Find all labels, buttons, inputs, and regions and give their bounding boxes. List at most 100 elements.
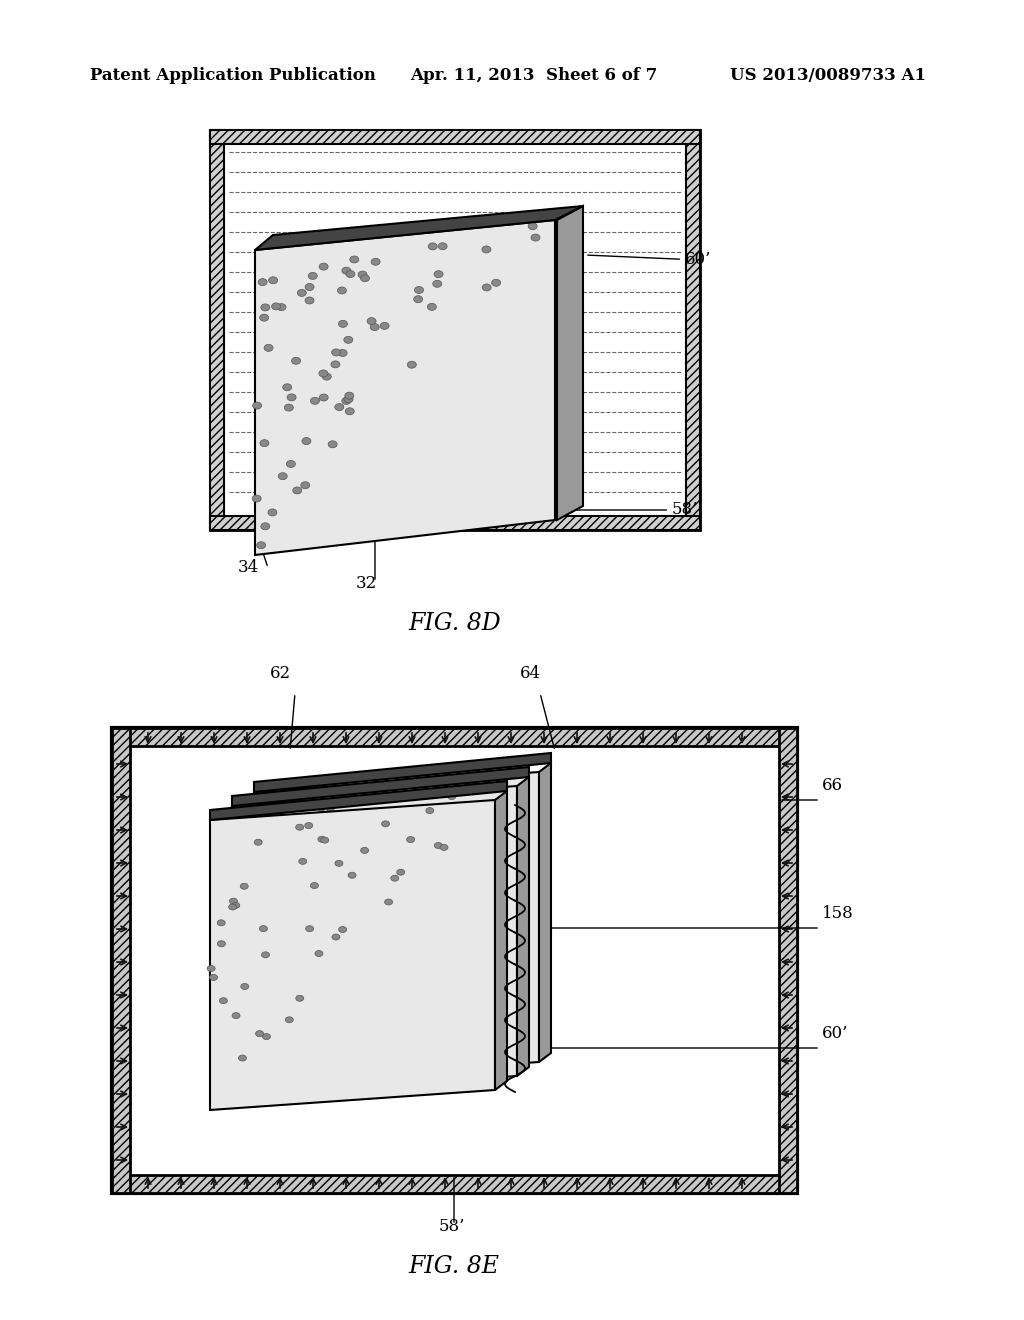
Polygon shape: [232, 767, 529, 807]
Ellipse shape: [457, 829, 464, 834]
Ellipse shape: [287, 393, 296, 401]
Ellipse shape: [433, 280, 441, 288]
Ellipse shape: [339, 927, 347, 932]
Ellipse shape: [262, 870, 270, 875]
Bar: [779, 729, 797, 1193]
Ellipse shape: [354, 920, 361, 927]
Ellipse shape: [261, 523, 269, 529]
Ellipse shape: [307, 1003, 315, 1008]
Bar: [112, 729, 130, 1193]
Ellipse shape: [242, 983, 250, 990]
Ellipse shape: [383, 833, 390, 840]
Ellipse shape: [229, 898, 238, 904]
Ellipse shape: [346, 271, 355, 277]
Ellipse shape: [207, 965, 215, 972]
Ellipse shape: [360, 275, 370, 281]
Ellipse shape: [531, 234, 540, 242]
Ellipse shape: [231, 961, 240, 966]
Ellipse shape: [414, 296, 423, 302]
Polygon shape: [210, 781, 507, 820]
Ellipse shape: [260, 440, 269, 446]
Ellipse shape: [342, 267, 351, 275]
Ellipse shape: [345, 408, 354, 414]
Ellipse shape: [428, 243, 437, 249]
Ellipse shape: [434, 842, 442, 849]
Ellipse shape: [451, 809, 459, 814]
Ellipse shape: [261, 952, 269, 958]
Polygon shape: [232, 785, 517, 1096]
Ellipse shape: [413, 861, 421, 867]
Ellipse shape: [407, 884, 415, 891]
Ellipse shape: [403, 807, 412, 813]
Polygon shape: [254, 772, 539, 1082]
Ellipse shape: [317, 837, 326, 842]
Ellipse shape: [376, 906, 384, 912]
Ellipse shape: [382, 821, 389, 826]
Ellipse shape: [285, 956, 293, 961]
Ellipse shape: [284, 937, 292, 944]
Bar: [112, 1175, 797, 1193]
Ellipse shape: [301, 482, 310, 488]
Ellipse shape: [261, 912, 269, 919]
Ellipse shape: [365, 809, 373, 816]
Ellipse shape: [327, 809, 335, 814]
Ellipse shape: [217, 941, 225, 946]
Ellipse shape: [338, 286, 346, 294]
Ellipse shape: [264, 345, 273, 351]
Polygon shape: [557, 206, 583, 520]
Ellipse shape: [260, 314, 268, 321]
Ellipse shape: [276, 985, 284, 990]
Ellipse shape: [287, 461, 295, 467]
Text: Apr. 11, 2013  Sheet 6 of 7: Apr. 11, 2013 Sheet 6 of 7: [410, 66, 657, 83]
Ellipse shape: [261, 304, 269, 312]
Ellipse shape: [285, 1019, 293, 1026]
Ellipse shape: [434, 271, 443, 277]
Ellipse shape: [279, 473, 287, 479]
Ellipse shape: [340, 796, 348, 803]
Ellipse shape: [407, 837, 415, 842]
Ellipse shape: [229, 952, 238, 957]
Ellipse shape: [299, 858, 307, 865]
Ellipse shape: [254, 946, 261, 953]
Ellipse shape: [323, 374, 332, 380]
Ellipse shape: [478, 814, 486, 821]
Text: 66: 66: [822, 777, 843, 795]
Ellipse shape: [339, 321, 347, 327]
Ellipse shape: [308, 272, 317, 280]
Ellipse shape: [337, 937, 345, 942]
Ellipse shape: [262, 1034, 270, 1040]
Ellipse shape: [303, 898, 311, 904]
Ellipse shape: [300, 1003, 307, 1008]
Ellipse shape: [333, 869, 340, 875]
Ellipse shape: [408, 362, 417, 368]
Ellipse shape: [275, 874, 284, 880]
Bar: [210, 129, 700, 144]
Text: FIG. 8E: FIG. 8E: [409, 1255, 500, 1278]
Ellipse shape: [273, 870, 282, 876]
Ellipse shape: [318, 370, 328, 378]
Ellipse shape: [350, 256, 358, 263]
Ellipse shape: [348, 873, 356, 878]
Ellipse shape: [482, 246, 490, 253]
Ellipse shape: [317, 981, 326, 987]
Ellipse shape: [263, 969, 270, 975]
Ellipse shape: [296, 995, 304, 1002]
Text: 58’: 58’: [439, 1218, 466, 1236]
Bar: [112, 729, 797, 1193]
Ellipse shape: [305, 924, 313, 929]
Ellipse shape: [370, 323, 379, 330]
Ellipse shape: [380, 322, 389, 330]
Bar: [210, 129, 700, 531]
Polygon shape: [539, 763, 551, 1063]
Ellipse shape: [332, 348, 341, 356]
Ellipse shape: [358, 271, 367, 279]
Ellipse shape: [482, 284, 492, 290]
Ellipse shape: [340, 822, 348, 828]
Text: 58’: 58’: [566, 502, 698, 519]
Ellipse shape: [268, 510, 276, 516]
Ellipse shape: [344, 396, 353, 403]
Ellipse shape: [371, 259, 380, 265]
Ellipse shape: [319, 395, 329, 401]
Ellipse shape: [241, 883, 248, 890]
Text: Patent Application Publication: Patent Application Publication: [90, 66, 376, 83]
